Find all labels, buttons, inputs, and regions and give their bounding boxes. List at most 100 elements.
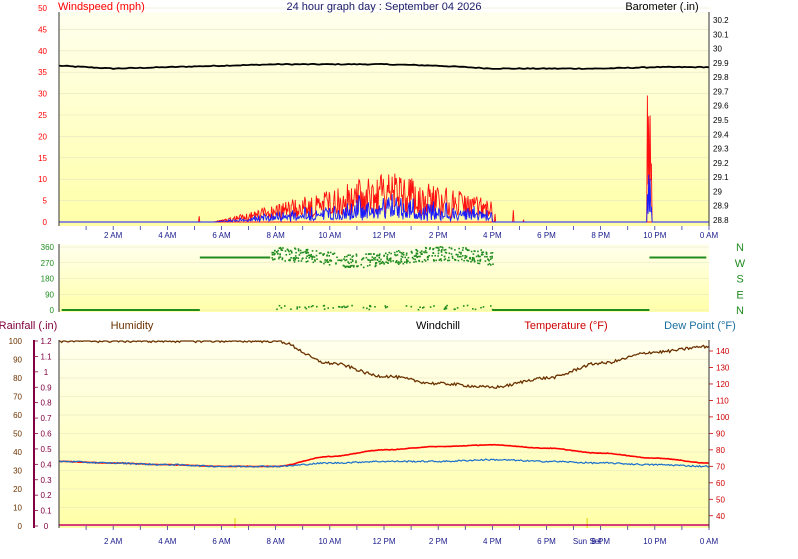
top-time-tick: 2 AM — [104, 231, 123, 240]
barometer-tick: 29.4 — [713, 130, 729, 139]
direction-point — [330, 260, 332, 262]
direction-point — [372, 259, 374, 261]
barometer-tick: 29.6 — [713, 102, 729, 111]
direction-point — [281, 258, 284, 261]
direction-point — [464, 255, 466, 257]
direction-point — [425, 251, 428, 254]
direction-point — [272, 258, 274, 261]
direction-point — [482, 253, 484, 256]
windspeed-tick: 30 — [38, 90, 47, 99]
bottom-plot-area — [59, 340, 709, 528]
direction-point — [451, 257, 454, 259]
direction-point — [395, 254, 397, 257]
direction-point — [424, 251, 426, 254]
direction-point — [453, 308, 456, 311]
direction-point — [419, 306, 421, 308]
direction-point — [351, 264, 353, 267]
direction-point — [309, 255, 311, 257]
direction-point — [462, 305, 465, 307]
direction-point — [485, 253, 488, 255]
direction-point — [402, 262, 405, 265]
direction-point — [367, 258, 369, 261]
direction-point — [463, 259, 465, 262]
direction-point — [457, 254, 459, 256]
direction-point — [440, 250, 443, 252]
direction-point — [477, 255, 480, 258]
direction-point — [482, 251, 485, 253]
direction-point — [466, 304, 469, 307]
direction-point — [284, 250, 287, 252]
direction-point — [399, 251, 401, 253]
direction-point — [397, 263, 400, 265]
direction-point — [386, 258, 389, 261]
direction-point — [382, 261, 385, 264]
windspeed-tick: 35 — [38, 68, 47, 77]
direction-point — [306, 248, 309, 251]
direction-point — [401, 253, 403, 255]
direction-point — [378, 254, 381, 257]
barometer-tick: 29.5 — [713, 116, 729, 125]
barometer-tick: 29.9 — [713, 59, 729, 68]
direction-point — [388, 251, 390, 254]
windspeed-tick: 20 — [38, 132, 47, 141]
direction-point — [328, 255, 330, 257]
direction-point — [487, 263, 489, 266]
direction-point — [302, 251, 305, 254]
direction-point — [389, 259, 392, 261]
direction-point — [448, 252, 451, 255]
direction-point — [445, 307, 448, 310]
direction-point — [349, 265, 352, 267]
direction-point — [339, 259, 341, 261]
direction-point — [277, 249, 279, 252]
direction-point — [281, 249, 284, 251]
direction-point — [448, 246, 451, 249]
direction-point — [374, 256, 377, 259]
direction-point — [424, 260, 427, 262]
temperature-tick: 140 — [716, 347, 730, 356]
bottom-time-tick: 10 PM — [643, 537, 666, 546]
direction-point — [485, 251, 488, 254]
direction-point — [319, 260, 322, 263]
direction-point — [279, 256, 282, 258]
humidity-tick: 100 — [9, 337, 23, 346]
direction-point — [437, 247, 439, 249]
direction-point — [345, 265, 347, 268]
rain-tick: 0.1 — [40, 507, 52, 516]
direction-point — [378, 257, 381, 259]
direction-point — [437, 252, 440, 255]
direction-point — [282, 247, 284, 249]
direction-point — [326, 255, 328, 257]
direction-point — [424, 249, 427, 252]
humidity-tick: 20 — [13, 485, 22, 494]
direction-point — [385, 261, 387, 263]
bottom-time-tick: 2 PM — [429, 537, 448, 546]
direction-point — [393, 251, 396, 254]
direction-point — [458, 251, 461, 254]
direction-point — [479, 258, 482, 261]
direction-point — [352, 266, 355, 268]
rain-tick: 0.8 — [40, 399, 52, 408]
direction-point — [352, 260, 354, 262]
direction-point — [490, 264, 492, 266]
direction-point — [448, 256, 450, 259]
direction-point — [305, 257, 308, 259]
middle-plot-area — [59, 244, 709, 312]
direction-point — [369, 264, 371, 266]
direction-point — [271, 253, 274, 256]
direction-point — [386, 257, 388, 260]
direction-point — [477, 254, 480, 257]
direction-point — [421, 253, 423, 255]
temperature-label: Temperature (°F) — [524, 320, 607, 332]
direction-point — [355, 255, 358, 257]
direction-point — [434, 254, 436, 257]
direction-point — [326, 259, 329, 261]
direction-point — [305, 249, 308, 251]
direction-point — [311, 258, 313, 260]
direction-point — [297, 257, 300, 259]
direction-point — [447, 259, 449, 262]
direction-point — [311, 250, 314, 252]
direction-point — [415, 260, 417, 263]
direction-point — [402, 251, 405, 254]
direction-point — [440, 259, 443, 262]
direction-point — [329, 251, 332, 254]
